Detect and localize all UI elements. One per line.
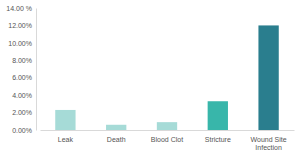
- bar: [55, 110, 75, 130]
- tick: Blood Clot: [151, 130, 183, 143]
- tick-label: 14.00 %: [6, 5, 32, 12]
- tick-label: 8.00%: [12, 57, 32, 64]
- tick-label: 6.00%: [12, 74, 32, 81]
- chart: 0.00% 2.00% 4.00% 6.00% 8.00% 10.00% 12.00% 14.…: [0, 0, 300, 166]
- tick: Stricture: [205, 130, 231, 143]
- tick-label: 4.00%: [12, 92, 32, 99]
- y-axis: 0.00% 2.00% 4.00% 6.00% 8.00% 10.00% 12.00% 14.…: [6, 5, 36, 134]
- tick: 12.00%: [8, 22, 36, 29]
- x-axis: Leak Death Blood Clot Stricture Wound SiteIn…: [41, 130, 295, 151]
- tick: Death: [107, 130, 126, 143]
- tick: 4.00%: [12, 92, 36, 99]
- category-label: Stricture: [205, 136, 231, 143]
- bar: [157, 122, 177, 130]
- axis-line: [36, 9, 37, 131]
- axis-line: [41, 130, 295, 131]
- tick-label: 10.00%: [8, 40, 32, 47]
- tick: 6.00%: [12, 74, 36, 81]
- tick: 8.00%: [12, 57, 36, 64]
- bars: [55, 25, 279, 130]
- tick-label: 0.00%: [12, 127, 32, 134]
- category-label: Blood Clot: [151, 136, 183, 143]
- category-label: Wound SiteInfection: [251, 136, 287, 151]
- tick: 14.00 %: [6, 5, 36, 12]
- tick: 10.00%: [8, 40, 36, 47]
- category-label: Death: [107, 136, 126, 143]
- tick: 2.00%: [12, 109, 36, 116]
- bar: [106, 125, 126, 130]
- tick: 0.00%: [12, 127, 36, 134]
- tick-label: 2.00%: [12, 109, 32, 116]
- bar: [258, 25, 278, 130]
- tick: Wound SiteInfection: [251, 130, 287, 151]
- tick-label: 12.00%: [8, 22, 32, 29]
- bar: [208, 101, 228, 130]
- tick: Leak: [58, 130, 74, 143]
- category-label: Leak: [58, 136, 74, 143]
